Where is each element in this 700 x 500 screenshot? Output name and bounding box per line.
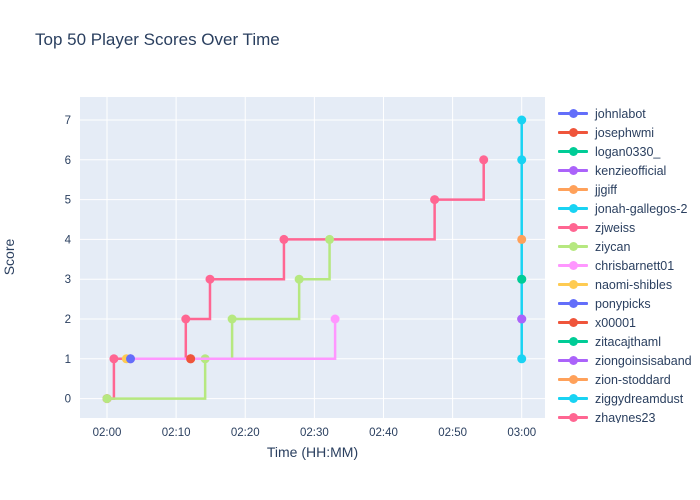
legend-item-josephwmi[interactable]: josephwmi <box>558 123 692 142</box>
x-axis-title: Time (HH:MM) <box>266 444 359 460</box>
data-point-zitacajthaml[interactable] <box>517 274 527 284</box>
x-tick-label: 02:30 <box>300 427 329 439</box>
legend-line-marker-icon <box>558 280 588 289</box>
x-tick-label: 02:40 <box>369 427 398 439</box>
y-axis-title: Score <box>1 238 17 276</box>
plot-background <box>80 97 545 418</box>
legend-label: ziycan <box>595 239 631 254</box>
data-point-ziggydreamdust[interactable] <box>517 155 527 165</box>
y-tick-label: 0 <box>65 394 71 406</box>
data-point-zjweiss[interactable] <box>479 155 489 165</box>
y-tick-label: 4 <box>65 234 72 246</box>
data-point-ziycan[interactable] <box>325 234 335 244</box>
legend-item-naomi-shibles[interactable]: naomi-shibles <box>558 275 692 294</box>
legend-item-logan0330_[interactable]: logan0330_ <box>558 142 692 161</box>
x-tick-label: 02:20 <box>231 427 260 439</box>
legend-label: kenzieofficial <box>595 163 667 178</box>
data-point-jonah-gallegos-2[interactable] <box>517 115 527 125</box>
legend-label: jonah-gallegos-2 <box>595 201 688 216</box>
legend-item-zhaynes23[interactable]: zhaynes23 <box>558 408 692 423</box>
legend-label: ponypicks <box>595 296 651 311</box>
legend-item-kenzieofficial[interactable]: kenzieofficial <box>558 161 692 180</box>
legend-label: naomi-shibles <box>595 277 673 292</box>
data-point-ziongoinsisaband[interactable] <box>517 314 527 324</box>
legend-label: ziongoinsisaband <box>595 353 692 368</box>
x-tick-label: 03:00 <box>507 427 536 439</box>
legend-label: logan0330_ <box>595 144 661 159</box>
y-tick-label: 5 <box>65 195 71 207</box>
legend-item-ziycan[interactable]: ziycan <box>558 237 692 256</box>
legend-line-marker-icon <box>558 166 588 175</box>
data-point-ponypicks[interactable] <box>126 354 136 364</box>
legend-label: zhaynes23 <box>595 410 656 424</box>
legend-line-marker-icon <box>558 109 588 118</box>
legend-line-marker-icon <box>558 337 588 346</box>
data-point-zjweiss[interactable] <box>430 195 440 205</box>
legend-item-zjweiss[interactable]: zjweiss <box>558 218 692 237</box>
legend-item-johnlabot[interactable]: johnlabot <box>558 104 692 123</box>
legend-item-jonah-gallegos-2[interactable]: jonah-gallegos-2 <box>558 199 692 218</box>
legend-label: x00001 <box>595 315 637 330</box>
data-point-zion-stoddard[interactable] <box>517 234 527 244</box>
legend-label: ziggydreamdust <box>595 391 684 406</box>
series-line-chrisbarnett01[interactable] <box>130 319 337 361</box>
data-point-ziycan[interactable] <box>294 274 304 284</box>
data-point-zjweiss[interactable] <box>205 274 215 284</box>
legend-item-chrisbarnett01[interactable]: chrisbarnett01 <box>558 256 692 275</box>
legend-line-marker-icon <box>558 128 588 137</box>
legend-label: josephwmi <box>595 125 655 140</box>
legend-line-marker-icon <box>558 204 588 213</box>
legend-item-ziggydreamdust[interactable]: ziggydreamdust <box>558 389 692 408</box>
data-point-chrisbarnett01[interactable] <box>330 314 340 324</box>
data-point-zjweiss[interactable] <box>279 234 289 244</box>
y-tick-label: 2 <box>65 314 71 326</box>
legend-label: chrisbarnett01 <box>595 258 675 273</box>
legend-line-marker-icon <box>558 318 588 327</box>
legend-item-x00001[interactable]: x00001 <box>558 313 692 332</box>
data-point-x00001[interactable] <box>186 354 196 364</box>
x-tick-label: 02:50 <box>438 427 467 439</box>
legend: johnlabot josephwmi logan0330_ kenzieoffici… <box>558 104 692 423</box>
x-tick-label: 02:10 <box>162 427 191 439</box>
legend-line-marker-icon <box>558 147 588 156</box>
legend-line-marker-icon <box>558 375 588 384</box>
legend-label: zjweiss <box>595 220 636 235</box>
data-point-ziycan[interactable] <box>102 394 112 404</box>
legend-line-marker-icon <box>558 185 588 194</box>
legend-line-marker-icon <box>558 299 588 308</box>
x-tick-label: 02:00 <box>93 427 122 439</box>
legend-line-marker-icon <box>558 223 588 232</box>
legend-label: zitacajthaml <box>595 334 661 349</box>
legend-label: jjgiff <box>595 182 618 197</box>
y-tick-label: 1 <box>65 354 71 366</box>
legend-item-jjgiff[interactable]: jjgiff <box>558 180 692 199</box>
y-tick-label: 3 <box>65 274 71 286</box>
legend-label: zion-stoddard <box>595 372 671 387</box>
legend-item-ponypicks[interactable]: ponypicks <box>558 294 692 313</box>
legend-item-zion-stoddard[interactable]: zion-stoddard <box>558 370 692 389</box>
chart-title: Top 50 Player Scores Over Time <box>35 30 280 49</box>
data-point-ziycan[interactable] <box>227 314 237 324</box>
legend-line-marker-icon <box>558 356 588 365</box>
legend-item-ziongoinsisaband[interactable]: ziongoinsisaband <box>558 351 692 370</box>
data-point-zjweiss[interactable] <box>181 314 191 324</box>
legend-line-marker-icon <box>558 413 588 422</box>
data-point-jonah-gallegos-2[interactable] <box>517 354 527 364</box>
y-tick-label: 6 <box>65 155 71 167</box>
legend-line-marker-icon <box>558 394 588 403</box>
data-point-zjweiss[interactable] <box>109 354 119 364</box>
legend-line-marker-icon <box>558 242 588 251</box>
legend-label: johnlabot <box>595 106 646 121</box>
legend-line-marker-icon <box>558 261 588 270</box>
y-tick-label: 7 <box>65 115 71 127</box>
legend-item-zitacajthaml[interactable]: zitacajthaml <box>558 332 692 351</box>
